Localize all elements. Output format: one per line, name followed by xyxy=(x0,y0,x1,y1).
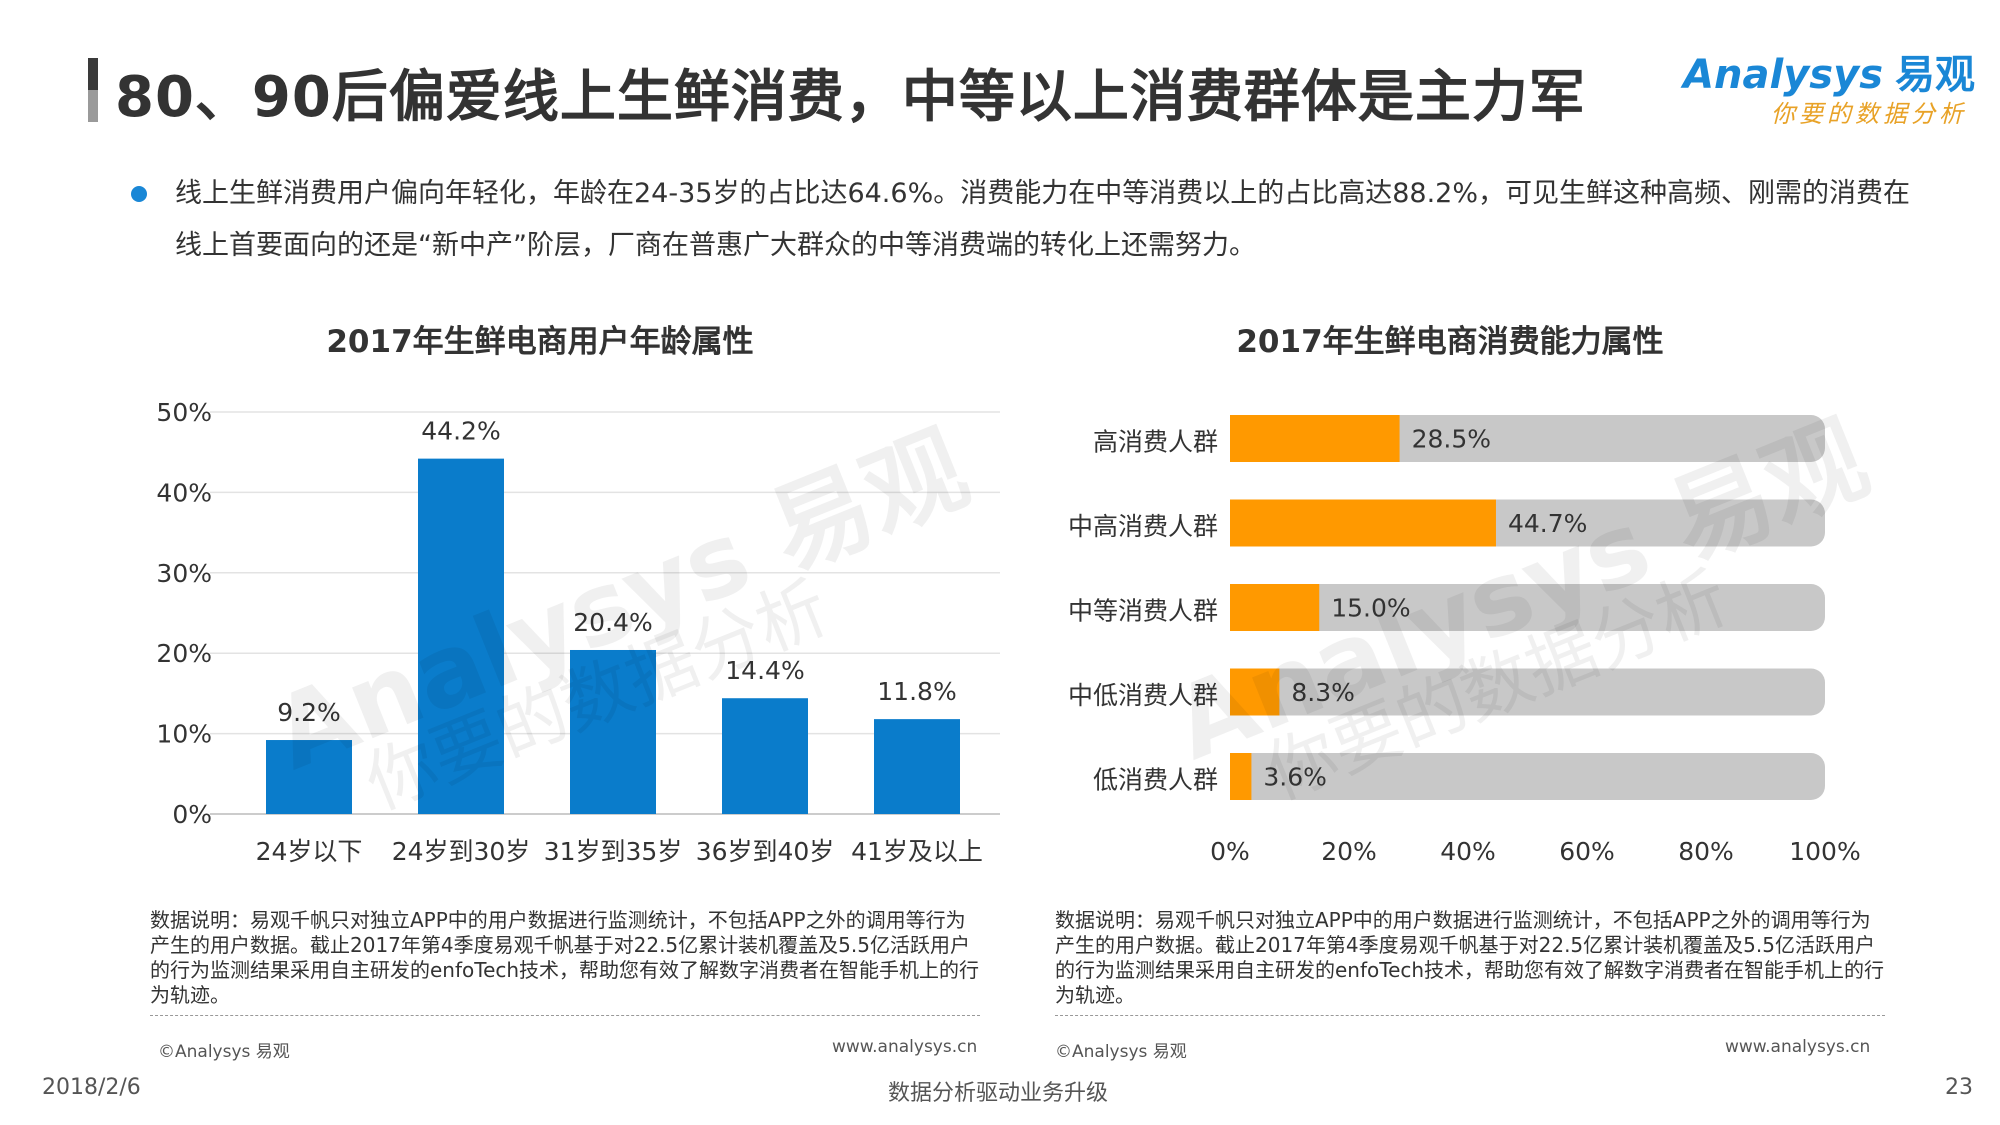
age-bar-chart: 2017年生鲜电商用户年龄属性 0% 10% 20% 30% 40% 50% 9.2% 24岁以… xyxy=(156,324,1000,866)
website-right: www.analysys.cn xyxy=(1725,1037,1871,1057)
page-title: 80、90后偏爱线上生鲜消费，中等以上消费群体是主力军 xyxy=(115,65,1586,130)
spend-x-tick-label: 40% xyxy=(1440,837,1496,866)
spend-bar-track xyxy=(1230,753,1825,800)
spend-bar xyxy=(1230,668,1280,716)
summary-bullet: 线上生鲜消费用户偏向年轻化，年龄在24-35岁的占比达64.6%。消费能力在中等… xyxy=(175,178,1910,261)
age-y-tick-label: 30% xyxy=(156,559,212,588)
title-accent-bar xyxy=(88,58,98,122)
page-number: 23 xyxy=(1945,1075,1973,1100)
spend-bar xyxy=(1230,415,1400,462)
spend-x-tick-label: 80% xyxy=(1678,837,1734,866)
spend-bar xyxy=(1230,584,1320,631)
age-x-tick-label: 24岁到30岁 xyxy=(392,837,531,866)
spend-bar-value-label: 3.6% xyxy=(1263,763,1327,792)
separator-right xyxy=(1055,1015,1885,1016)
spend-y-tick-label: 中等消费人群 xyxy=(1068,597,1218,626)
spend-chart-title: 2017年生鲜电商消费能力属性 xyxy=(1236,324,1663,360)
spend-bar-track xyxy=(1230,584,1825,631)
separator-left xyxy=(150,1015,980,1016)
copyright-left: ©Analysys 易观 xyxy=(158,1042,290,1062)
spend-bar-value-label: 8.3% xyxy=(1291,678,1355,707)
logo-brand-cn: 易观 xyxy=(1895,52,1975,98)
spend-x-tick-label: 0% xyxy=(1210,837,1250,866)
copyright-right: ©Analysys 易观 xyxy=(1055,1042,1187,1062)
footer-date: 2018/2/6 xyxy=(42,1075,141,1100)
spend-bar-value-label: 15.0% xyxy=(1331,594,1410,623)
logo-brand: Analysys 易观 xyxy=(1683,42,1975,100)
spend-y-tick-label: 中低消费人群 xyxy=(1068,681,1218,710)
age-bar-value-label: 44.2% xyxy=(421,417,500,446)
age-bar-value-label: 20.4% xyxy=(573,608,652,637)
footnote-right: 数据说明：易观千帆只对独立APP中的用户数据进行监测统计，不包括APP之外的调用… xyxy=(1055,908,1885,1007)
age-bar xyxy=(874,719,960,814)
age-x-tick-label: 24岁以下 xyxy=(256,837,363,866)
spend-bar xyxy=(1230,499,1496,547)
spend-y-tick-label: 低消费人群 xyxy=(1093,766,1218,795)
spend-y-tick-label: 中高消费人群 xyxy=(1068,512,1218,541)
spend-bar xyxy=(1230,753,1252,800)
age-x-tick-label: 31岁到35岁 xyxy=(544,837,683,866)
spend-bar-value-label: 28.5% xyxy=(1412,425,1491,454)
logo-brand-en: Analysys xyxy=(1683,52,1883,98)
age-x-tick-label: 41岁及以上 xyxy=(851,837,983,866)
spend-y-tick-label: 高消费人群 xyxy=(1093,428,1218,457)
bullet-dot-icon xyxy=(131,186,147,202)
website-left: www.analysys.cn xyxy=(832,1037,978,1057)
age-y-tick-label: 0% xyxy=(172,800,212,829)
spending-bar-chart: 2017年生鲜电商消费能力属性 28.5% 高消费人群 44.7% 中高消费人群 15.0… xyxy=(1068,324,1861,866)
spend-x-tick-label: 100% xyxy=(1789,837,1860,866)
age-bar-value-label: 11.8% xyxy=(877,677,956,706)
age-x-tick-label: 36岁到40岁 xyxy=(696,837,835,866)
age-bar-value-label: 14.4% xyxy=(725,656,804,685)
footer-center: 数据分析驱动业务升级 xyxy=(888,1081,1109,1106)
age-y-tick-label: 10% xyxy=(156,720,212,749)
age-y-tick-label: 50% xyxy=(156,398,212,427)
spend-x-tick-label: 20% xyxy=(1321,837,1377,866)
age-bar xyxy=(266,740,352,814)
age-y-tick-label: 20% xyxy=(156,639,212,668)
spend-bar-value-label: 44.7% xyxy=(1508,509,1587,538)
age-chart-title: 2017年生鲜电商用户年龄属性 xyxy=(326,324,753,360)
age-bar-value-label: 9.2% xyxy=(277,698,341,727)
logo-tagline: 你要的数据分析 xyxy=(1771,100,1967,128)
footnote-left: 数据说明：易观千帆只对独立APP中的用户数据进行监测统计，不包括APP之外的调用… xyxy=(150,908,980,1007)
age-bar xyxy=(570,649,656,814)
age-bar xyxy=(722,698,808,814)
spend-bar-track xyxy=(1230,668,1825,716)
age-y-tick-label: 40% xyxy=(156,478,212,507)
age-bar xyxy=(418,458,504,814)
spend-x-tick-label: 60% xyxy=(1559,837,1615,866)
brand-logo: Analysys 易观 你要的数据分析 xyxy=(1683,42,1975,132)
